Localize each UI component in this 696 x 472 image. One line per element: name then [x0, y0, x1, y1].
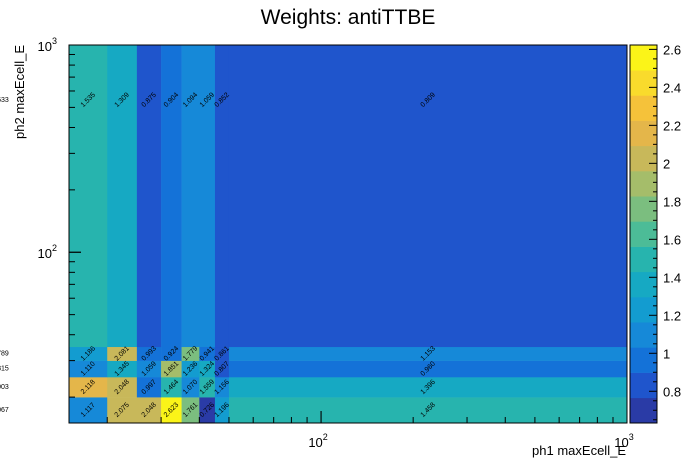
heatmap-cell: [107, 45, 138, 348]
heatmap-cell: [181, 397, 200, 424]
colorbar-tick-label: 1.2: [663, 308, 681, 323]
colorbar-tick-label: 1.8: [663, 194, 681, 209]
heatmap-cell: [69, 397, 108, 424]
heatmap-cell: [228, 397, 628, 424]
colorbar: 0.8 1 1.2 1.4 1.6 1.8 2 2.2 2.4 2.6: [629, 42, 681, 424]
heatmap-cell: [199, 45, 216, 348]
heatmap-cell: [136, 346, 162, 361]
x-axis-label: ph1 maxEcell_E: [532, 443, 626, 458]
colorbar-frame: [629, 44, 658, 424]
heatmap-cell: [199, 360, 216, 378]
heatmap-cell: [161, 397, 182, 424]
colorbar-segment: [630, 196, 657, 222]
colorbar-segment: [630, 372, 657, 399]
heatmap-cell: [69, 360, 108, 378]
colorbar-segment: [630, 397, 657, 424]
colorbar-segment: [630, 45, 657, 71]
colorbar-tick-label: 0.8: [663, 384, 681, 399]
heatmap-cell: [161, 346, 182, 361]
chart-title: Weights: antiTTBE: [261, 6, 436, 29]
colorbar-tick-label: 2.6: [663, 42, 681, 57]
heatmap-cell: [199, 346, 216, 361]
heatmap-cell: [181, 360, 200, 378]
cell-value-label: 0.903: [0, 384, 9, 391]
heatmap-cell: [161, 45, 182, 348]
heatmap-cell: [69, 377, 108, 398]
heatmap-cell: [228, 45, 628, 348]
heatmap-cell: [136, 397, 162, 424]
heatmap-cell: [228, 360, 628, 378]
heatmap-cell: [107, 377, 138, 398]
heatmap-cell: [161, 360, 182, 378]
colorbar-segment: [630, 221, 657, 247]
heatmap-cell: [107, 360, 138, 378]
heatmap-cell: [136, 45, 162, 348]
heatmap-cell: [214, 45, 230, 348]
colorbar-segment: [630, 95, 657, 121]
cell-value-label: 0.633: [0, 97, 9, 104]
colorbar-segment: [630, 120, 657, 147]
heatmap-cell: [69, 45, 108, 348]
heatmap-cell: [69, 346, 108, 361]
colorbar-segment: [630, 145, 657, 172]
colorbar-segment: [630, 322, 657, 348]
cell-value-label: 0.815: [0, 366, 9, 373]
x-tick-label: 102: [308, 432, 327, 450]
colorbar-tick-label: 2.4: [663, 80, 681, 95]
colorbar-segment: [630, 171, 657, 197]
cell-value-label: 1.067: [0, 407, 9, 414]
colorbar-tick-label: 1.4: [663, 270, 681, 285]
y-tick-label: 102: [38, 243, 57, 261]
heatmap-cell: [161, 377, 182, 398]
heatmap-cell: [181, 45, 200, 348]
plot-frame: [68, 44, 628, 424]
heatmap-cell: [136, 377, 162, 398]
heatmap-cell: [199, 377, 216, 398]
colorbar-tick-label: 2: [663, 156, 670, 171]
heatmap-cells: [69, 45, 628, 424]
y-axis-label: ph2 maxEcell_E: [12, 45, 27, 139]
colorbar-segment: [630, 347, 657, 373]
colorbar-tick-label: 1: [663, 346, 670, 361]
heatmap-cell: [228, 377, 628, 398]
colorbar-tick-label: 2.2: [663, 118, 681, 133]
heatmap-cell: [181, 346, 200, 361]
heatmap-cell: [107, 397, 138, 424]
heatmap-cell: [214, 377, 230, 398]
colorbar-tick-label: 1.6: [663, 232, 681, 247]
heatmap-cell: [136, 360, 162, 378]
heatmap-cell: [214, 346, 230, 361]
colorbar-segment: [630, 70, 657, 96]
colorbar-segment: [630, 271, 657, 298]
heatmap-cell: [214, 397, 230, 424]
heatmap-cell: [199, 397, 216, 424]
heatmap-cell: [107, 346, 138, 361]
cell-value-label: 0.789: [0, 351, 9, 358]
y-tick-label: 103: [38, 36, 57, 54]
colorbar-segment: [630, 297, 657, 323]
heatmap-cell: [228, 346, 628, 361]
heatmap-cell: [181, 377, 200, 398]
colorbar-segment: [630, 246, 657, 273]
heatmap-cell: [214, 360, 230, 378]
